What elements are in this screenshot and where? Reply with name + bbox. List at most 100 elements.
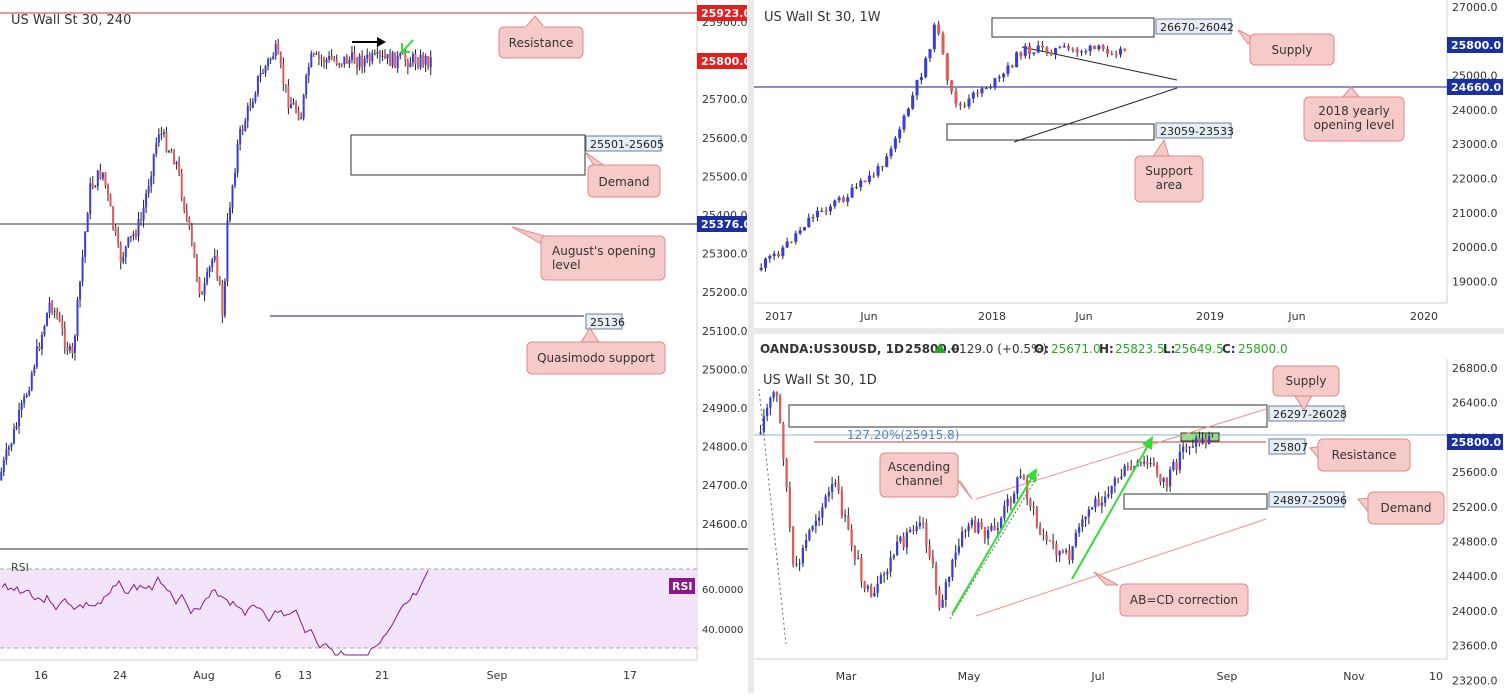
svg-text:Supply: Supply [1272,43,1313,57]
candle-body [1045,535,1048,541]
demand-box [350,134,586,176]
rsi-line [1,570,429,656]
quasimodo-callout: Quasimodo support [526,327,666,375]
rsi-tag-text: RSI [672,580,693,593]
time-tick: Nov [1343,670,1365,683]
candle-body [1061,550,1065,553]
candle-body [320,58,323,60]
candle-body [284,84,287,86]
candle-body [157,134,160,143]
candle-body [984,88,988,90]
candle-body [38,346,41,350]
daily-chart-svg[interactable]: OANDA:US30USD, 1D 25800.0 +129.0 (+0.5%)… [754,334,1504,693]
candle-body [394,52,397,68]
weekly-chart-panel[interactable]: 27000.026000.025000.024000.023000.022000… [754,0,1504,328]
arrow-down-left-icon [401,39,414,53]
candle-body [934,564,938,590]
time-tick: Sep [1217,670,1238,683]
daily-demand-label-box [1268,491,1345,508]
candle-body [905,532,909,548]
candle-body [960,531,964,547]
candle-body [160,133,163,135]
candle-body [789,241,793,243]
candle-body [91,183,94,188]
candle-body [356,63,359,68]
time-tick: May [958,670,981,683]
candle-body [1028,46,1032,55]
candle-body [850,187,854,198]
august-price-tag [697,216,747,232]
candle-body [912,529,915,532]
triangle-upper-line [1021,46,1178,81]
candle-body [1162,478,1165,482]
weekly-support-label-box [1155,122,1232,139]
left-chart-svg[interactable]: RSI 60.0000 40.0000 RSI 25900.025800.025… [0,0,751,693]
candle-body [208,267,211,272]
candle-body [837,197,841,201]
candle-body [333,59,336,61]
candle-body [772,253,776,256]
candle-body [61,321,64,329]
left-chart-panel[interactable]: RSI 60.0000 40.0000 RSI 25900.025800.025… [0,0,751,693]
candle-body [928,49,932,59]
candle-body [287,85,290,109]
candle-body [1118,48,1123,55]
candle-body [1178,451,1182,470]
candle-body [188,217,191,227]
daily-title: US Wall St 30, 1D [763,373,877,388]
candle-body [776,253,780,257]
candle-body [112,206,115,228]
candle-body [834,483,837,485]
candle-body [195,257,198,278]
candle-body [885,156,889,167]
candle-body [880,166,884,168]
svg-text:Supply: Supply [1286,374,1327,388]
candle-body [373,53,376,55]
candle-body [993,78,997,87]
candle-body [251,101,254,108]
header-o-label: O: [1034,342,1049,356]
candle-body [142,207,145,221]
candle-body [993,525,996,531]
candle-body [1107,494,1110,497]
candle-body [924,58,928,78]
weekly-support-label: 23059-23533 [1160,125,1234,138]
candle-body [1126,465,1130,467]
weekly-current-tag [1447,37,1503,53]
time-tick: 16 [34,669,48,682]
candle-body [954,552,957,560]
candle-body [1097,498,1100,506]
candle-body [170,150,173,153]
green-leg-arrow-1 [951,468,1037,615]
daily-chart-panel[interactable]: OANDA:US30USD, 1D 25800.0 +129.0 (+0.5%)… [754,334,1504,693]
candle-body [1207,436,1211,445]
candle-body [73,336,76,353]
candle-body [804,539,808,548]
daily-supply-callout: Supply [1272,365,1340,411]
candle-body [1067,46,1071,49]
svg-text:Resistance: Resistance [1332,448,1397,462]
candle-body [114,227,117,233]
price-tick: 24000.0 [1452,104,1498,117]
resistance-price-text: 25923.0 [701,7,748,20]
weekly-chart-svg[interactable]: 27000.026000.025000.024000.023000.022000… [754,0,1504,328]
candle-body [785,241,789,248]
candle-body [798,230,802,234]
candle-body [213,256,216,260]
price-tick: 25700.0 [702,93,748,106]
price-tick: 25100.0 [702,325,748,338]
candle-body [1198,438,1201,444]
candle-body [109,194,112,207]
candle-body [0,472,3,480]
candle-body [1094,498,1097,508]
candle-body [1075,49,1079,53]
triangle-lower-line [1013,87,1178,143]
candle-body [1054,48,1058,55]
demand-callout: Demand [584,151,661,198]
candle-body [846,197,850,202]
header-open: 25671.0 [1051,342,1101,356]
candle-body [1088,45,1092,52]
price-tick: 25200.0 [702,286,748,299]
channel-lower-line [975,518,1267,617]
candle-body [1019,52,1023,56]
